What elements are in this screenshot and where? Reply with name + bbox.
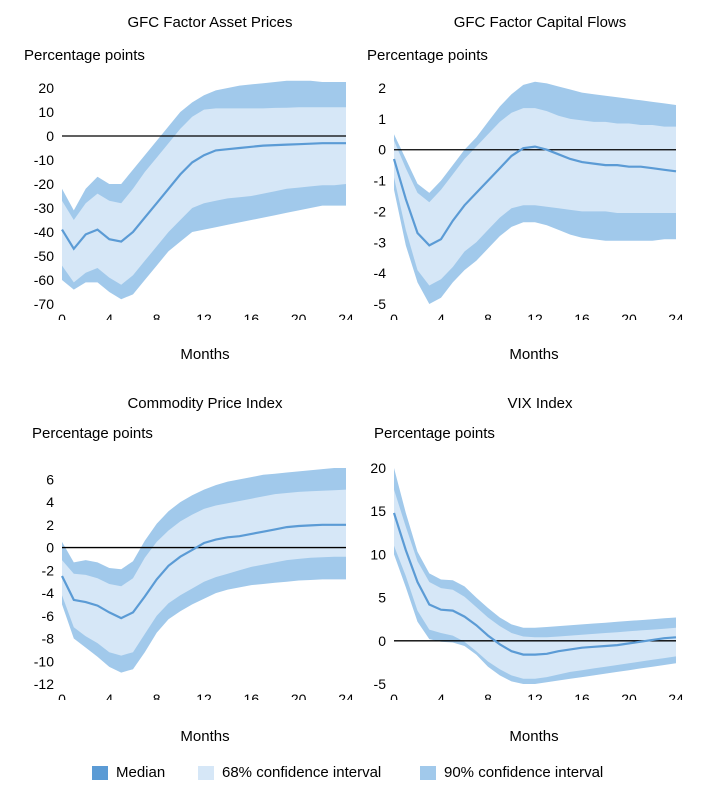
x-tick-label: 12 <box>527 691 543 700</box>
y-tick-label: -2 <box>42 562 55 578</box>
y-tick-label: -2 <box>374 203 387 219</box>
legend-swatch-ci68 <box>198 765 214 780</box>
y-tick-label: -6 <box>42 608 55 624</box>
x-tick-label: 12 <box>527 311 543 320</box>
y-tick-label: 20 <box>38 80 54 96</box>
x-tick-label: 20 <box>621 691 637 700</box>
x-tick-label: 4 <box>105 311 113 320</box>
x-tick-label: 8 <box>484 691 492 700</box>
panel-1-unit-label: Percentage points <box>24 47 145 64</box>
y-tick-label: 0 <box>378 633 386 649</box>
x-tick-label: 16 <box>244 691 260 700</box>
x-tick-label: 0 <box>58 311 66 320</box>
panel-4-unit-label: Percentage points <box>374 425 495 442</box>
y-tick-label: 5 <box>378 590 386 606</box>
y-tick-label: -20 <box>34 176 54 192</box>
legend-label-ci68: 68% confidence interval <box>222 764 382 781</box>
legend: Median 68% confidence interval 90% confi… <box>0 764 712 790</box>
legend-swatch-median <box>92 765 108 780</box>
legend-item-ci90: 90% confidence interval <box>420 764 603 781</box>
x-tick-label: 4 <box>437 311 445 320</box>
y-tick-label: 10 <box>38 104 54 120</box>
panel-1-title: GFC Factor Asset Prices <box>127 14 293 31</box>
x-tick-label: 24 <box>338 311 354 320</box>
x-tick-label: 4 <box>105 691 113 700</box>
y-tick-label: -5 <box>374 296 387 312</box>
x-tick-label: 16 <box>244 311 260 320</box>
median-line <box>392 145 677 247</box>
y-tick-label: 6 <box>46 471 54 487</box>
y-tick-label: -5 <box>374 676 387 692</box>
x-tick-label: 0 <box>390 691 398 700</box>
panel-3-title: Commodity Price Index <box>127 395 283 412</box>
x-tick-label: 16 <box>574 311 590 320</box>
legend-swatch-ci90 <box>420 765 436 780</box>
panel-1-plot: 20 10 0 -10 -20 -30 -40 -50 -60 -70 0 4 8 12 16 20 24 <box>34 80 354 320</box>
panel-1-x-label: Months <box>180 346 230 363</box>
y-tick-label: -4 <box>42 585 55 601</box>
y-tick-label: 10 <box>370 546 386 562</box>
y-tick-label: -40 <box>34 224 54 240</box>
x-tick-label: 20 <box>291 311 307 320</box>
panel-4-title: VIX Index <box>507 395 573 412</box>
x-tick-label: 24 <box>338 691 354 700</box>
panel-3-x-label: Months <box>180 728 230 745</box>
y-tick-label: 0 <box>46 540 54 556</box>
panel-2-plot: 210-1-2-3-4-50 4 8 12 16 20 24 <box>374 80 684 320</box>
y-tick-label: 0 <box>46 128 54 144</box>
y-tick-label: -50 <box>34 248 54 264</box>
x-tick-label: 12 <box>196 311 212 320</box>
panel-2-title: GFC Factor Capital Flows <box>453 14 627 31</box>
y-tick-label: 2 <box>378 80 386 96</box>
x-tick-label: 8 <box>484 311 492 320</box>
ci68-band <box>62 489 346 656</box>
x-tick-label: 0 <box>390 311 398 320</box>
x-tick-label: 16 <box>574 691 590 700</box>
legend-label-ci90: 90% confidence interval <box>444 764 604 781</box>
x-tick-label: 20 <box>621 311 637 320</box>
y-tick-label: -1 <box>374 173 387 189</box>
y-tick-label: 0 <box>378 142 386 158</box>
median-line <box>61 142 346 251</box>
y-tick-label: 2 <box>46 517 54 533</box>
y-tick-label: -8 <box>42 631 55 647</box>
x-tick-label: 24 <box>668 691 684 700</box>
panel-2-x-label: Months <box>509 346 559 363</box>
y-tick-label: 1 <box>378 111 386 127</box>
x-tick-label: 8 <box>153 691 161 700</box>
x-tick-label: 12 <box>196 691 212 700</box>
x-tick-label: 0 <box>58 691 66 700</box>
panel-4-x-label: Months <box>509 728 559 745</box>
x-tick-label: 8 <box>153 311 161 320</box>
y-tick-label: -4 <box>374 265 387 281</box>
y-tick-label: -10 <box>34 653 54 669</box>
panel-2-unit-label: Percentage points <box>367 47 488 64</box>
ci68-band <box>394 489 676 679</box>
panel-3-unit-label: Percentage points <box>32 425 153 442</box>
y-tick-label: -12 <box>34 676 54 692</box>
y-tick-label: -70 <box>34 296 54 312</box>
y-tick-label: -3 <box>374 234 387 250</box>
y-tick-label: -60 <box>34 272 54 288</box>
legend-item-ci68: 68% confidence interval <box>198 764 381 781</box>
y-tick-label: 20 <box>370 460 386 476</box>
y-tick-label: 15 <box>370 503 386 519</box>
legend-item-median: Median <box>92 764 165 781</box>
median-line <box>61 523 346 620</box>
x-tick-label: 4 <box>437 691 445 700</box>
x-tick-label: 20 <box>291 691 307 700</box>
ci68-band <box>62 107 346 285</box>
legend-label-median: Median <box>116 764 166 781</box>
y-tick-label: 4 <box>46 494 54 510</box>
median-line <box>392 512 677 656</box>
x-tick-label: 24 <box>668 311 684 320</box>
y-tick-label: -10 <box>34 152 54 168</box>
y-tick-label: -30 <box>34 200 54 216</box>
ci68-band <box>394 108 676 286</box>
